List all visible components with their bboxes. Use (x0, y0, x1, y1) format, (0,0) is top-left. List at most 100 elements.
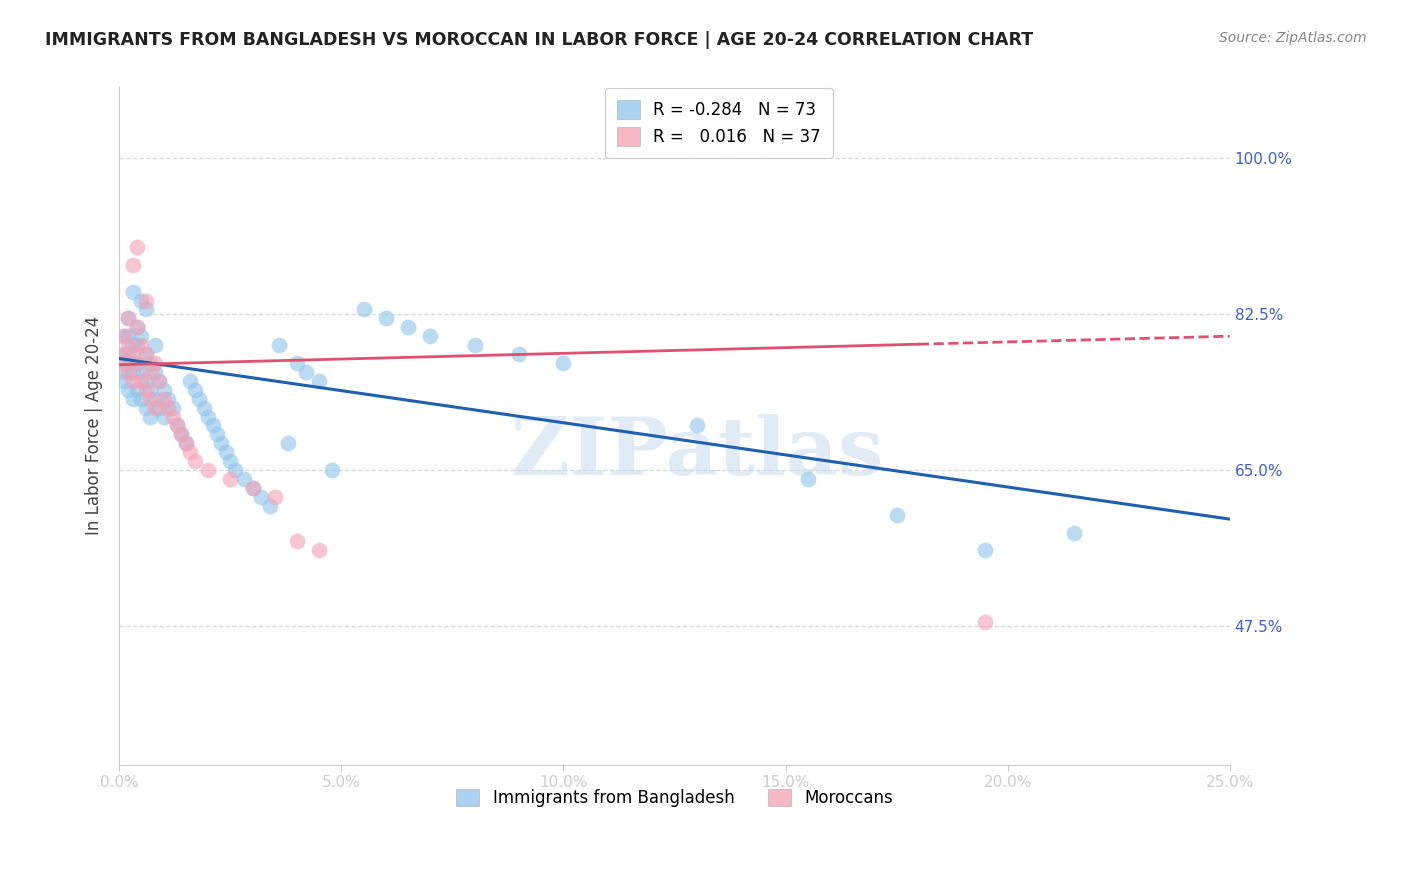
Point (135, 302, 157, 317)
Point (353, 302, 375, 317)
Point (143, 392, 166, 406)
Point (117, 383, 139, 397)
Point (112, 329, 135, 343)
Point (419, 329, 441, 343)
Point (112, 329, 135, 343)
Text: ZIPatlas: ZIPatlas (510, 414, 883, 491)
Point (135, 401, 157, 415)
Point (148, 401, 170, 415)
Point (121, 347, 143, 361)
Point (263, 490, 285, 504)
Point (143, 365, 166, 379)
Point (139, 392, 162, 406)
Point (295, 365, 318, 379)
Point (117, 329, 139, 343)
Point (143, 356, 166, 370)
Y-axis label: In Labor Force | Age 20-24: In Labor Force | Age 20-24 (86, 316, 103, 535)
Point (152, 383, 174, 397)
Point (125, 356, 148, 370)
Point (974, 615, 997, 629)
Point (179, 374, 201, 388)
Point (135, 293, 157, 308)
Point (125, 240, 148, 254)
Point (131, 365, 153, 379)
Point (197, 409, 219, 424)
Point (686, 418, 709, 433)
Point (135, 347, 157, 361)
Point (125, 383, 148, 397)
Point (250, 490, 273, 504)
Point (166, 418, 188, 433)
Point (508, 347, 530, 361)
Point (162, 409, 184, 424)
Point (219, 472, 242, 486)
Point (174, 436, 197, 450)
Point (112, 365, 135, 379)
Point (374, 311, 396, 326)
Point (125, 356, 148, 370)
Point (464, 338, 486, 352)
Point (121, 365, 143, 379)
Point (125, 338, 148, 352)
Point (143, 338, 166, 352)
Point (269, 338, 291, 352)
Point (121, 374, 143, 388)
Point (139, 365, 162, 379)
Point (117, 311, 139, 326)
Point (135, 383, 157, 397)
Point (152, 409, 174, 424)
Point (121, 392, 143, 406)
Point (396, 320, 419, 334)
Point (308, 374, 330, 388)
Point (1063, 525, 1085, 540)
Point (193, 401, 215, 415)
Point (139, 409, 162, 424)
Point (166, 418, 188, 433)
Point (174, 436, 197, 450)
Point (139, 356, 162, 370)
Point (184, 454, 207, 468)
Point (125, 320, 148, 334)
Legend: Immigrants from Bangladesh, Moroccans: Immigrants from Bangladesh, Moroccans (450, 782, 900, 814)
Point (152, 392, 174, 406)
Point (242, 481, 264, 495)
Point (117, 356, 139, 370)
Point (157, 401, 180, 415)
Point (886, 508, 908, 522)
Point (148, 374, 170, 388)
Text: Source: ZipAtlas.com: Source: ZipAtlas.com (1219, 31, 1367, 45)
Point (117, 365, 139, 379)
Point (131, 293, 153, 308)
Point (121, 338, 143, 352)
Point (170, 427, 193, 442)
Point (131, 338, 153, 352)
Point (219, 454, 242, 468)
Point (205, 427, 228, 442)
Point (148, 374, 170, 388)
Point (321, 463, 343, 477)
Point (553, 356, 575, 370)
Point (131, 392, 153, 406)
Point (188, 392, 211, 406)
Point (117, 338, 139, 352)
Point (139, 383, 162, 397)
Point (974, 543, 997, 558)
Point (197, 463, 219, 477)
Point (112, 347, 135, 361)
Point (121, 285, 143, 299)
Point (232, 472, 254, 486)
Text: IMMIGRANTS FROM BANGLADESH VS MOROCCAN IN LABOR FORCE | AGE 20-24 CORRELATION CH: IMMIGRANTS FROM BANGLADESH VS MOROCCAN I… (45, 31, 1033, 49)
Point (135, 374, 157, 388)
Point (112, 356, 135, 370)
Point (215, 445, 238, 459)
Point (121, 258, 143, 272)
Point (170, 427, 193, 442)
Point (224, 463, 246, 477)
Point (277, 436, 299, 450)
Point (131, 374, 153, 388)
Point (259, 499, 281, 513)
Point (117, 347, 139, 361)
Point (112, 374, 135, 388)
Point (242, 481, 264, 495)
Point (135, 347, 157, 361)
